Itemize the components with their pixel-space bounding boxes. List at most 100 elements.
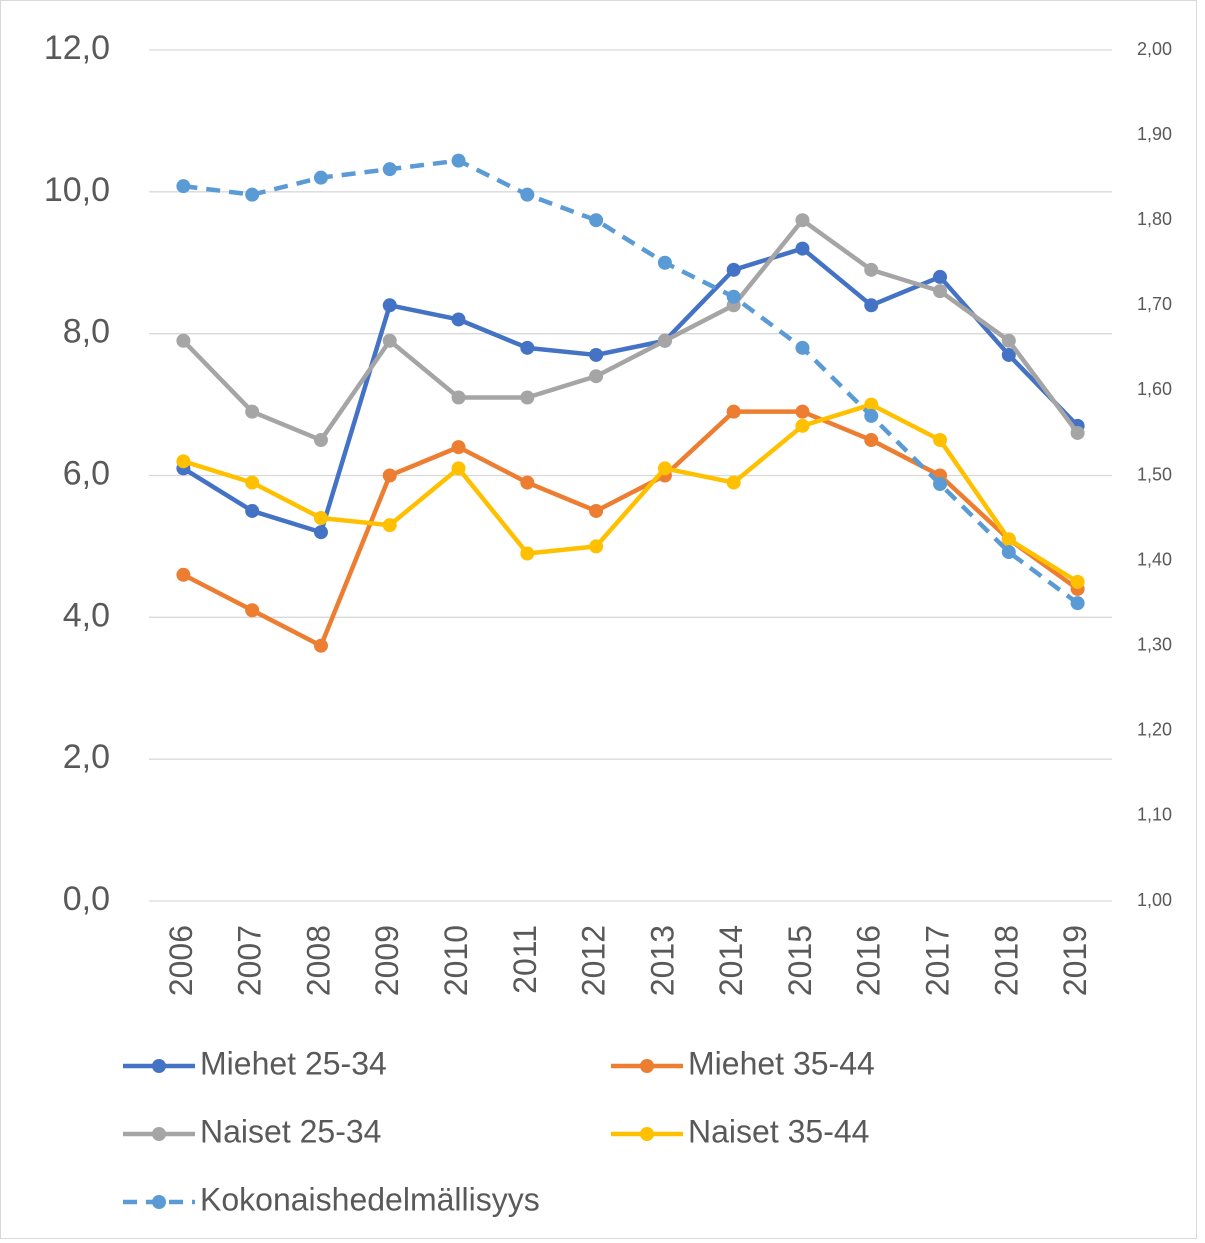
- x-tick-label: 2016: [851, 925, 887, 996]
- series-marker: [1001, 347, 1016, 362]
- series-marker: [245, 187, 260, 202]
- series-marker: [520, 390, 535, 405]
- series-marker: [313, 433, 328, 448]
- series-marker: [382, 162, 397, 177]
- series-marker: [864, 433, 879, 448]
- x-tick-label: 2017: [919, 925, 955, 996]
- series-marker: [176, 567, 191, 582]
- series-marker: [1070, 425, 1085, 440]
- legend-marker: [152, 1127, 166, 1141]
- y2-tick-label: 1,20: [1137, 720, 1172, 740]
- legend-label: Miehet 35-44: [688, 1045, 875, 1081]
- series-line: [183, 158, 1079, 605]
- legend-label: Kokonaishedelmällisyys: [200, 1181, 540, 1217]
- legend-label: Miehet 25-34: [200, 1045, 387, 1081]
- series-marker: [520, 546, 535, 561]
- x-tick-label: 2013: [644, 925, 680, 996]
- series-marker: [176, 333, 191, 348]
- y-tick-label: 10,0: [44, 171, 110, 209]
- legend-marker: [640, 1059, 654, 1073]
- y-tick-label: 2,0: [63, 738, 110, 776]
- series-marker: [657, 333, 672, 348]
- series-marker: [795, 241, 810, 256]
- series-marker: [451, 390, 466, 405]
- series-marker: [313, 525, 328, 540]
- series-marker: [451, 312, 466, 327]
- y-tick-label: 0,0: [63, 880, 110, 918]
- series-marker: [589, 347, 604, 362]
- series-marker: [245, 603, 260, 618]
- y2-tick-label: 1,70: [1137, 294, 1172, 314]
- series-marker: [1070, 574, 1085, 589]
- series-marker: [933, 477, 948, 492]
- series-line: [182, 409, 1079, 648]
- series-marker: [382, 468, 397, 483]
- y2-tick-label: 1,60: [1137, 379, 1172, 399]
- series-marker: [589, 213, 604, 228]
- series-marker: [176, 454, 191, 469]
- series-marker: [451, 440, 466, 455]
- series-marker: [657, 255, 672, 270]
- series-marker: [589, 369, 604, 384]
- legend-label: Naiset 25-34: [200, 1113, 381, 1149]
- y2-tick-label: 1,10: [1137, 805, 1172, 825]
- x-tick-label: 2009: [369, 925, 405, 996]
- series-marker: [382, 518, 397, 533]
- series-marker: [795, 340, 810, 355]
- series-marker: [245, 404, 260, 419]
- series-marker: [589, 503, 604, 518]
- x-tick-label: 2014: [713, 925, 749, 996]
- series-marker: [726, 404, 741, 419]
- series-marker: [245, 475, 260, 490]
- series-marker: [520, 340, 535, 355]
- series-marker: [864, 298, 879, 313]
- y2-tick-label: 1,90: [1137, 124, 1172, 144]
- series-marker: [382, 333, 397, 348]
- series-marker: [864, 262, 879, 277]
- series-marker: [864, 397, 879, 412]
- y2-tick-label: 1,00: [1137, 890, 1172, 910]
- x-tick-label: 2019: [1057, 925, 1093, 996]
- series-marker: [451, 153, 466, 168]
- series-marker: [313, 638, 328, 653]
- y-tick-label: 4,0: [63, 596, 110, 634]
- y-tick-label: 6,0: [63, 454, 110, 492]
- y2-tick-label: 1,80: [1137, 209, 1172, 229]
- series-marker: [589, 539, 604, 554]
- series-line: [182, 246, 1080, 535]
- series-marker: [726, 289, 741, 304]
- x-tick-label: 2011: [507, 925, 543, 994]
- series-marker: [176, 179, 191, 194]
- series-marker: [933, 269, 948, 284]
- series-marker: [1001, 545, 1016, 560]
- x-tick-label: 2008: [300, 925, 336, 996]
- x-tick-label: 2007: [232, 925, 268, 996]
- y-tick-label: 8,0: [63, 313, 110, 351]
- series-marker: [313, 170, 328, 185]
- series-marker: [520, 475, 535, 490]
- series-marker: [795, 213, 810, 228]
- y2-tick-label: 1,30: [1137, 634, 1172, 654]
- series-marker: [451, 461, 466, 476]
- legend-marker: [152, 1195, 166, 1209]
- x-tick-label: 2006: [163, 925, 199, 996]
- series-marker: [382, 298, 397, 313]
- legend-label: Naiset 35-44: [688, 1113, 869, 1149]
- legend-marker: [640, 1127, 654, 1141]
- series-marker: [726, 262, 741, 277]
- series-marker: [245, 503, 260, 518]
- y-tick-label: 12,0: [44, 29, 110, 67]
- series-marker: [1001, 333, 1016, 348]
- y2-tick-label: 2,00: [1137, 39, 1172, 59]
- x-tick-label: 2012: [576, 925, 612, 996]
- x-tick-label: 2010: [438, 925, 474, 996]
- x-tick-label: 2018: [988, 925, 1024, 996]
- series-marker: [1001, 532, 1016, 547]
- series-marker: [933, 433, 948, 448]
- series-marker: [657, 461, 672, 476]
- x-tick-label: 2015: [782, 925, 818, 996]
- series-marker: [1070, 596, 1085, 611]
- series-marker: [520, 187, 535, 202]
